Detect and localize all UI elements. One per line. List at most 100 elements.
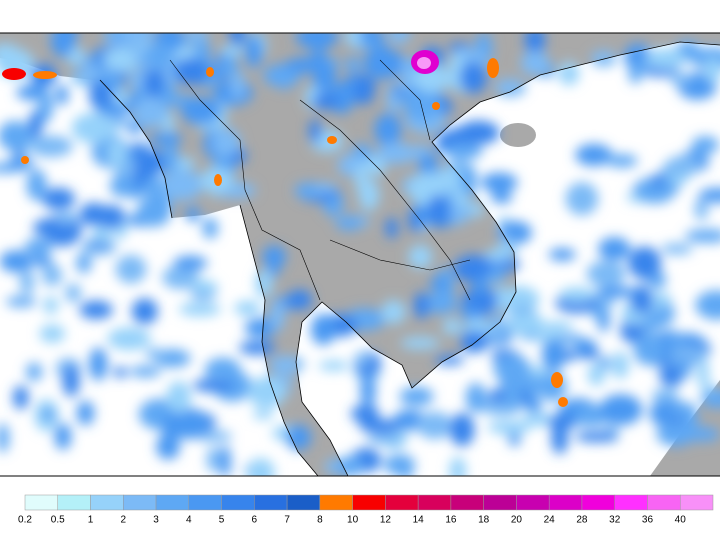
- rain-peak: [417, 57, 431, 69]
- colorbar-tick-label: 40: [675, 515, 687, 526]
- rain-area: [335, 216, 363, 231]
- color-bin: [417, 494, 452, 511]
- rain-area: [255, 268, 274, 298]
- rain-area: [548, 248, 576, 261]
- rain-area: [650, 174, 665, 188]
- rain-area: [238, 340, 276, 355]
- rain-area: [388, 33, 411, 44]
- rain-area: [691, 136, 720, 154]
- colorbar-tick-label: 5: [219, 515, 225, 526]
- rain-area: [416, 411, 453, 440]
- rain-area: [575, 143, 613, 167]
- rain-area: [162, 265, 199, 290]
- rain-area: [541, 338, 566, 372]
- rain-area: [403, 91, 442, 122]
- rain-area: [252, 409, 274, 420]
- rain-area: [634, 176, 676, 204]
- rain-peak: [487, 58, 499, 78]
- rain-area: [24, 238, 53, 256]
- rain-area: [360, 374, 376, 408]
- rain-area: [524, 33, 546, 55]
- rain-area: [660, 243, 693, 255]
- rain-area: [262, 245, 287, 268]
- rain-area: [598, 237, 631, 261]
- rain-area: [173, 57, 211, 85]
- rain-area: [444, 143, 484, 160]
- rain-area: [286, 424, 312, 451]
- rain-area: [144, 174, 163, 204]
- rain-area: [134, 148, 165, 177]
- rain-area: [0, 120, 33, 151]
- rain-area: [399, 386, 434, 407]
- colorbar-tick-label: 4: [186, 515, 192, 526]
- rain-area: [704, 57, 720, 84]
- color-bin: [614, 494, 648, 511]
- rain-area: [645, 48, 686, 69]
- colorbar-tick-label: 8: [317, 515, 323, 526]
- rain-area: [229, 33, 245, 47]
- color-bin: [581, 494, 615, 511]
- rain-area: [92, 225, 112, 243]
- rain-area: [71, 112, 115, 144]
- rain-area: [55, 84, 69, 106]
- rain-area: [162, 410, 182, 443]
- colorbar-tick-label: 6: [252, 515, 258, 526]
- rain-area: [26, 362, 43, 382]
- rain-area: [79, 300, 113, 320]
- rain-area: [457, 120, 500, 145]
- rain-area: [275, 71, 294, 90]
- rain-area: [494, 244, 519, 255]
- colorbar-tick-label: 0.5: [51, 515, 65, 526]
- rain-area: [0, 423, 10, 453]
- rain-area: [19, 269, 35, 295]
- rain-area: [219, 54, 238, 78]
- rain-area: [115, 254, 147, 284]
- rain-area: [520, 50, 550, 76]
- rain-area: [5, 296, 37, 308]
- rain-area: [345, 57, 361, 73]
- rain-area: [131, 141, 144, 158]
- rain-area: [89, 80, 112, 111]
- colorbar: 0.2 0.5 1 2 3 4 5 6 7 8 10 12 14 16 18 20 24 28 32 36 40: [18, 494, 714, 526]
- rain-area: [337, 159, 355, 171]
- rain-area: [459, 62, 487, 94]
- rain-area: [313, 182, 337, 194]
- rain-area: [160, 169, 204, 201]
- rain-area: [269, 299, 285, 332]
- rain-area: [628, 246, 662, 280]
- rain-area: [488, 266, 505, 284]
- rain-area: [694, 198, 709, 221]
- colorbar-tick-label: 28: [576, 515, 588, 526]
- rain-area: [351, 82, 375, 105]
- rain-area: [247, 376, 286, 409]
- rain-area: [606, 154, 638, 168]
- colorbar-tick-label: 10: [347, 515, 359, 526]
- rain-area: [204, 357, 241, 384]
- rain-area: [700, 389, 720, 409]
- rain-area: [310, 48, 328, 77]
- rain-area: [449, 412, 475, 447]
- rain-area: [28, 110, 43, 140]
- colorbar-tick-label: 14: [413, 515, 425, 526]
- colorbar-tick-label: 0.2: [18, 515, 32, 526]
- rain-area: [185, 206, 201, 222]
- color-bin: [254, 494, 288, 511]
- rain-area: [507, 313, 546, 336]
- rain-area: [12, 385, 29, 410]
- rain-area: [385, 217, 398, 239]
- rain-area: [180, 97, 221, 125]
- rain-area: [218, 445, 231, 476]
- color-bin: [188, 494, 222, 511]
- rain-peak: [33, 71, 57, 79]
- rain-area: [75, 252, 92, 274]
- rain-peak: [2, 68, 26, 80]
- rain-area: [234, 300, 261, 316]
- coastline: [99, 41, 720, 476]
- rain-area: [472, 276, 489, 295]
- rain-area: [668, 72, 694, 85]
- colorbar-tick-label: 2: [121, 515, 127, 526]
- color-bin: [450, 494, 484, 511]
- colorbar-tick-label: 24: [544, 515, 556, 526]
- rain-area: [31, 255, 53, 267]
- rain-area: [656, 422, 697, 447]
